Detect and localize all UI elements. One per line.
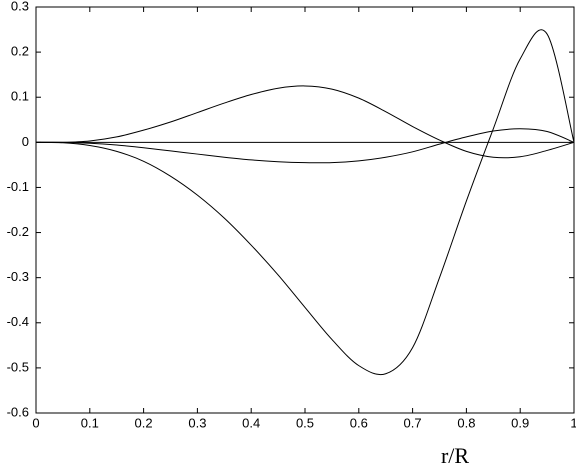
y-tick-label: -0.3 bbox=[7, 269, 29, 284]
x-tick-label: 0.9 bbox=[511, 415, 529, 430]
series-line bbox=[35, 29, 575, 376]
x-tick-label: 0.7 bbox=[404, 415, 422, 430]
x-tick-label: 0.3 bbox=[188, 415, 206, 430]
x-tick-label: 1 bbox=[570, 415, 576, 430]
y-tick-label: 0.2 bbox=[11, 44, 29, 59]
y-tick-label: -0.5 bbox=[7, 359, 29, 374]
series-line bbox=[35, 128, 575, 164]
x-axis-label: r/R bbox=[441, 443, 469, 468]
series-line bbox=[35, 85, 575, 159]
x-tick-label: 0.6 bbox=[350, 415, 368, 430]
y-tick-label: -0.2 bbox=[7, 224, 29, 239]
x-tick-label: 0 bbox=[32, 415, 39, 430]
x-tick-label: 0.2 bbox=[135, 415, 153, 430]
x-tick-label: 0.8 bbox=[457, 415, 475, 430]
y-tick-label: -0.4 bbox=[7, 314, 29, 329]
y-tick-label: -0.6 bbox=[7, 404, 29, 419]
y-tick-label: 0 bbox=[22, 134, 29, 149]
x-tick-label: 0.1 bbox=[81, 415, 99, 430]
y-tick-label: 0.3 bbox=[11, 0, 29, 13]
y-tick-label: -0.1 bbox=[7, 179, 29, 194]
x-tick-label: 0.4 bbox=[242, 415, 260, 430]
y-tick-label: 0.1 bbox=[11, 89, 29, 104]
plot-frame bbox=[35, 6, 575, 414]
x-tick-label: 0.5 bbox=[296, 415, 314, 430]
